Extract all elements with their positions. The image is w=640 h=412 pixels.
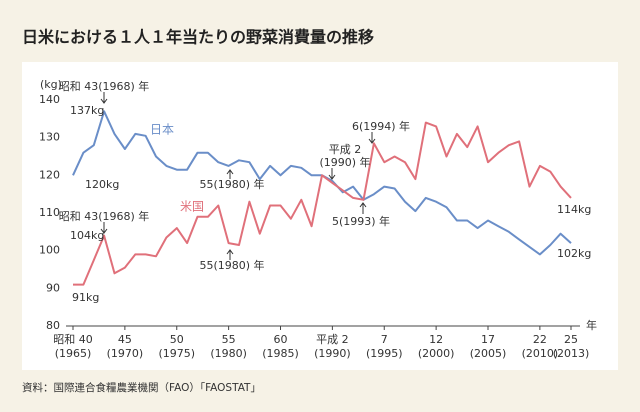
arrow-head [226,169,234,175]
value-label: 120kg [85,178,119,191]
x-tick-sublabel: (2000) [418,347,455,360]
annotation: 6(1994) 年 [352,119,410,133]
annotation: 昭和 43(1968) 年 [59,209,150,223]
value-label: 102kg [557,247,591,260]
x-tick-sublabel: (1980) [210,347,247,360]
x-tick-label: 平成 2 [316,333,349,346]
x-tick-sublabel: (1970) [107,347,144,360]
value-label: 114kg [557,203,591,216]
arrow-head [226,249,234,255]
x-tick-sublabel: (1995) [366,347,403,360]
y-tick-label: 110 [39,206,60,219]
x-unit: 年 [586,318,597,332]
series-label: 日本 [150,123,174,137]
annotation: (1990) 年 [319,155,370,169]
panel [22,62,618,370]
x-tick-sublabel: (2010) [522,347,559,360]
arrow-head [100,98,108,104]
x-tick-label: 12 [429,333,443,346]
value-label: 91kg [72,291,99,304]
y-unit: (kg) [40,78,62,91]
y-tick-label: 120 [39,168,60,181]
arrow-head [328,174,336,180]
y-tick-label: 140 [39,93,60,106]
annotation: 55(1980) 年 [199,258,264,272]
x-tick-label: 60 [274,333,288,346]
y-tick-label: 130 [39,131,60,144]
series-label: 米国 [180,200,204,214]
arrow-head [359,202,367,208]
annotation: 55(1980) 年 [199,177,264,191]
annotation: 5(1993) 年 [332,214,390,228]
x-tick-label: 55 [222,333,236,346]
value-label: 137kg [70,104,104,117]
x-tick-label: 22 [533,333,547,346]
chart-title: 日米における１人１年当たりの野菜消費量の推移 [22,28,374,47]
source: 資料：国際連合食糧農業機関（FAO）「FAOSTAT」 [22,381,261,394]
x-tick-sublabel: (1985) [262,347,299,360]
x-tick-sublabel: (2005) [470,347,507,360]
arrow-head [100,228,108,234]
value-label: 104kg [70,229,104,242]
x-tick-label: 25 [564,333,578,346]
x-tick-sublabel: (1965) [55,347,92,360]
x-tick-label: 昭和 40 [53,333,93,346]
series-line [73,121,572,286]
x-tick-label: 45 [118,333,132,346]
x-tick-label: 50 [170,333,184,346]
x-tick-sublabel: (2013) [553,347,590,360]
x-tick-sublabel: (1990) [314,347,351,360]
x-tick-label: 17 [481,333,495,346]
x-tick-sublabel: (1975) [158,347,195,360]
annotation: 平成 2 [329,143,362,156]
arrow-head [368,138,376,144]
y-tick-label: 80 [46,319,60,332]
x-tick-label: 7 [381,333,388,346]
annotation: 昭和 43(1968) 年 [59,79,150,93]
y-tick-label: 90 [46,281,60,294]
y-tick-label: 100 [39,244,60,257]
